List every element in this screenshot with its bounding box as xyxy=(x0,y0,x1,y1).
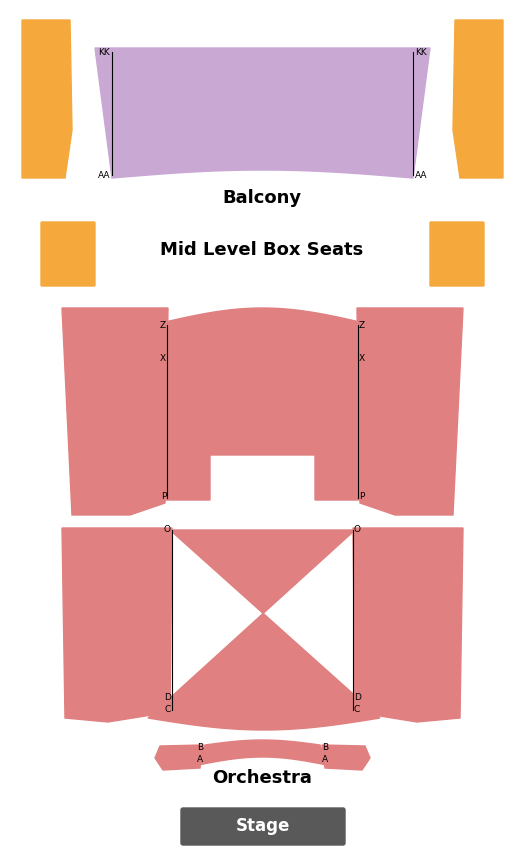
Text: D: D xyxy=(354,693,361,701)
Text: P: P xyxy=(359,491,364,501)
Polygon shape xyxy=(95,48,430,178)
Polygon shape xyxy=(165,308,360,500)
Text: O: O xyxy=(164,525,171,535)
Polygon shape xyxy=(198,740,327,765)
FancyBboxPatch shape xyxy=(430,222,484,286)
Text: C: C xyxy=(354,706,360,715)
Polygon shape xyxy=(357,308,463,515)
Text: B: B xyxy=(197,744,203,752)
Polygon shape xyxy=(353,528,463,722)
Text: Z: Z xyxy=(359,320,365,330)
Polygon shape xyxy=(22,20,72,178)
Polygon shape xyxy=(155,745,203,770)
Text: P: P xyxy=(161,491,166,501)
Text: KK: KK xyxy=(98,48,110,56)
Text: D: D xyxy=(164,693,171,701)
FancyBboxPatch shape xyxy=(181,808,345,845)
Text: AA: AA xyxy=(415,171,427,179)
Text: KK: KK xyxy=(415,48,427,56)
Text: X: X xyxy=(160,354,166,362)
Polygon shape xyxy=(62,528,172,722)
Polygon shape xyxy=(62,308,168,515)
Polygon shape xyxy=(322,745,370,770)
FancyBboxPatch shape xyxy=(41,222,95,286)
Text: Stage: Stage xyxy=(236,817,290,835)
Text: AA: AA xyxy=(98,171,110,179)
Text: Z: Z xyxy=(160,320,166,330)
Text: A: A xyxy=(322,755,328,763)
Polygon shape xyxy=(148,530,380,730)
Text: A: A xyxy=(197,755,203,763)
Text: O: O xyxy=(354,525,361,535)
Text: C: C xyxy=(165,706,171,715)
Text: Orchestra: Orchestra xyxy=(212,769,312,787)
Polygon shape xyxy=(453,20,503,178)
Text: X: X xyxy=(359,354,365,362)
Text: B: B xyxy=(322,744,328,752)
Text: Mid Level Box Seats: Mid Level Box Seats xyxy=(160,241,364,259)
Text: Balcony: Balcony xyxy=(223,189,301,207)
